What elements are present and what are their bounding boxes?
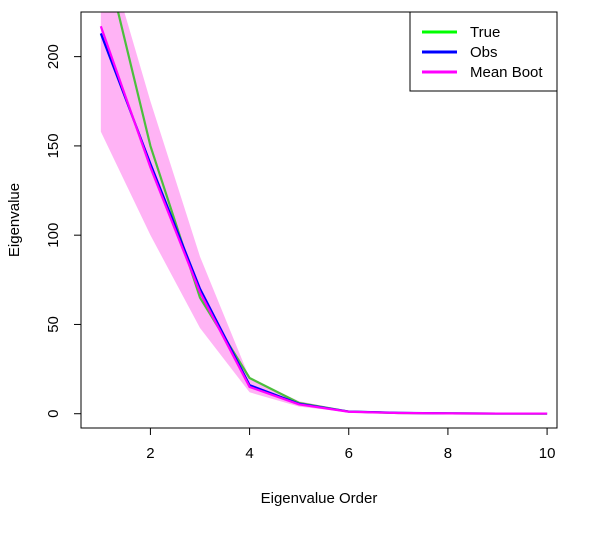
y-tick-label: 200 <box>45 44 62 69</box>
y-tick-label: 0 <box>45 410 62 418</box>
legend-label: True <box>470 24 500 41</box>
x-tick-label: 2 <box>146 445 154 462</box>
y-tick-label: 150 <box>45 133 62 158</box>
x-axis: 2 4 6 8 10 <box>146 428 555 462</box>
series-line-mean-boot <box>99 25 548 415</box>
series-lines-layer <box>99 12 548 415</box>
y-tick-label: 50 <box>45 316 62 333</box>
legend-label: Obs <box>470 44 498 61</box>
x-tick-label: 10 <box>539 445 556 462</box>
legend: True Obs Mean Boot <box>409 11 558 92</box>
x-tick-label: 6 <box>345 445 353 462</box>
legend-label: Mean Boot <box>470 64 543 81</box>
y-axis-label: Eigenvalue <box>6 183 23 257</box>
y-axis: 0 50 100 150 200 <box>45 44 81 418</box>
x-tick-label: 8 <box>444 445 452 462</box>
y-tick-label: 100 <box>45 223 62 248</box>
x-tick-label: 4 <box>245 445 253 462</box>
x-axis-label: Eigenvalue Order <box>261 490 378 507</box>
plot-frame <box>80 11 558 429</box>
